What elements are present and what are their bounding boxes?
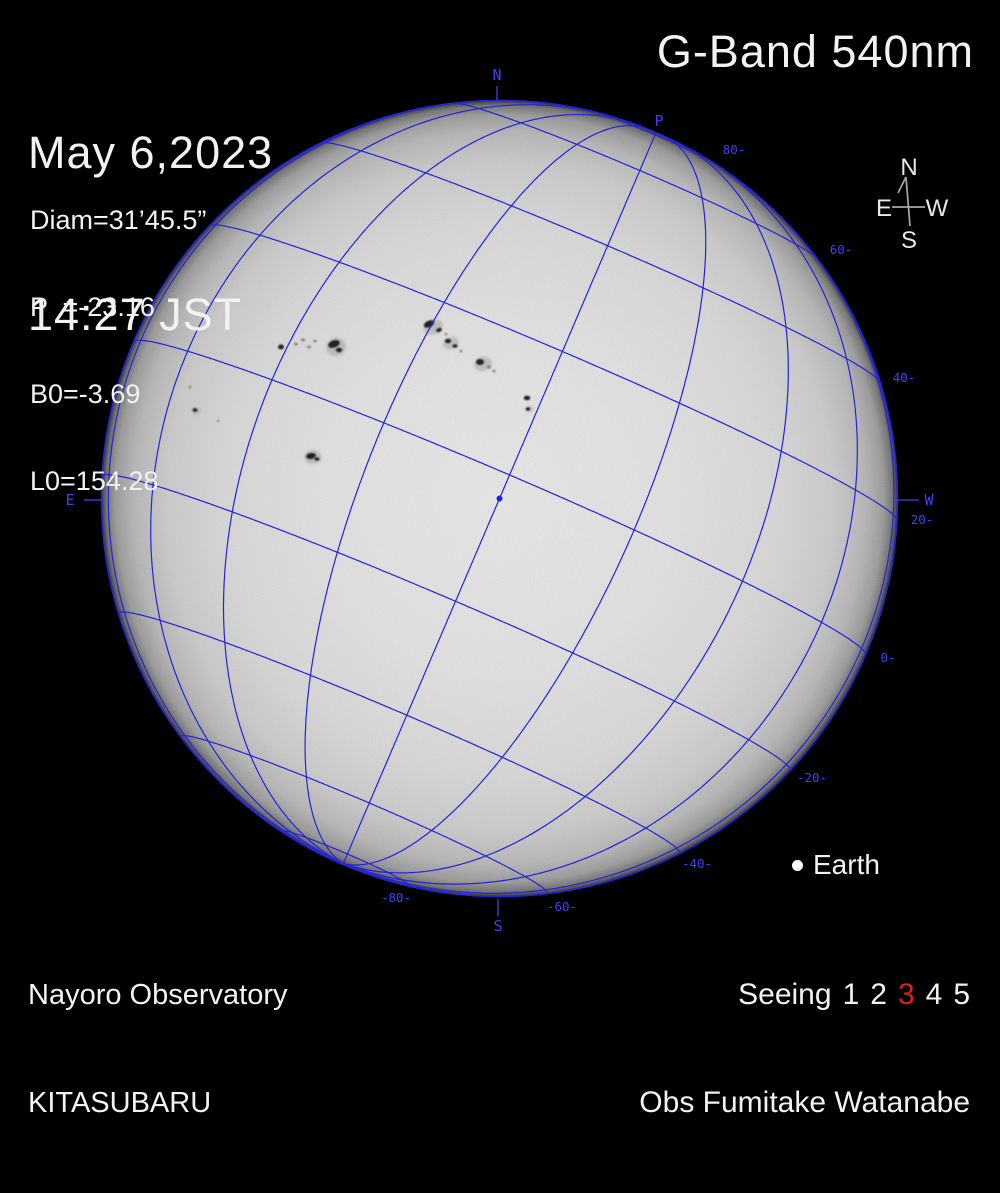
solar-disk-canvas: NSE WP 80-60-40-20-0--20--40--60--80- N E… [65, 66, 949, 935]
limb-marker-E: E [65, 491, 74, 509]
sunspot-umbra [328, 340, 340, 348]
limb-marker-W: W [924, 491, 934, 509]
sunspot-layer [188, 319, 534, 464]
sunspot-umbra [525, 407, 531, 411]
compass-south-label: S [901, 227, 917, 254]
sunspot-pore [188, 385, 192, 389]
sunspot-pore [307, 345, 311, 349]
sunspot-umbra [192, 408, 198, 412]
compass-east-label: E [876, 195, 892, 222]
earth-dot [792, 859, 803, 871]
seeing-value-5: 5 [953, 978, 970, 1011]
grid-longitude-line [150, 104, 611, 865]
earth-legend: Earth [792, 849, 880, 881]
date-time-block: May 6,2023 14:27 JST [28, 18, 273, 450]
sunspot-pore [492, 369, 496, 373]
sunspot-umbra [476, 359, 484, 365]
limb-circle [100, 99, 899, 898]
observer-block: Seeing 1 2 3 4 5 Obs Fumitake Watanabe [639, 905, 970, 1193]
observer-credit: Obs Fumitake Watanabe [639, 1086, 970, 1119]
sunspot-umbra [436, 327, 442, 333]
compass-needle-line [897, 176, 907, 194]
latitude-label: -40- [682, 856, 712, 871]
latitude-label: 60- [830, 242, 853, 257]
sunspot-umbra [278, 344, 284, 350]
b0-angle-value: B0=-3.69 [30, 379, 141, 409]
seeing-value-4: 4 [925, 978, 943, 1011]
limb-marker-P: P [654, 112, 663, 130]
grid-longitude-line [304, 125, 647, 865]
grid-longitude-line [107, 99, 517, 865]
observatory-block: Nayoro Observatory KITASUBARU [28, 905, 288, 1193]
grid-longitude-line [343, 136, 707, 866]
sunspot-pore [487, 365, 491, 369]
latitude-label: -80- [381, 890, 411, 905]
limb-marker-N: N [492, 66, 501, 84]
limb-marker-layer: NSE WP [65, 66, 934, 935]
sunspot-umbra [452, 344, 458, 348]
sunspot-umbra [306, 452, 316, 460]
sunspot-pore [459, 349, 463, 353]
telescope-name: KITASUBARU [28, 1087, 212, 1119]
seeing-value-2: 2 [870, 978, 887, 1011]
grid-longitude-line [343, 210, 895, 894]
latitude-label-layer: 80- 60- 40- 20- 0- -20- -40- -60- -80- [381, 142, 933, 914]
limb-marker-S: S [493, 917, 502, 935]
compass-needle [892, 176, 925, 227]
compass-north-label: N [900, 154, 917, 181]
grid-longitude-line [342, 132, 657, 864]
seeing-value-1: 1 [842, 978, 860, 1011]
sunspot-pore [300, 338, 306, 342]
grid-longitude-line [222, 113, 636, 865]
compass-rose: N E W S [876, 154, 949, 254]
disk-center-dot [496, 495, 503, 502]
sunspot-umbra [314, 457, 320, 461]
grid-longitude-line [343, 141, 789, 874]
sunspot-umbra [523, 395, 531, 401]
latitude-label: -20- [797, 770, 827, 785]
latitude-label: -60- [547, 899, 577, 914]
sunspot-pore [313, 339, 317, 343]
sunspot-pore [216, 419, 220, 423]
sunspot-umbra [335, 347, 343, 353]
latitude-label: 0- [880, 650, 895, 665]
diameter-value: Diam=31’45.5” [30, 205, 207, 235]
heliographic-grid [101, 99, 898, 895]
l0-angle-value: L0=154.28 [30, 466, 159, 496]
p-angle-value: P =-23.16 [30, 292, 155, 322]
observatory-name: Nayoro Observatory [28, 979, 288, 1011]
seeing-value-3: 3 [897, 978, 915, 1011]
band-title: G-Band 540nm [656, 26, 974, 77]
latitude-label: 20- [911, 512, 934, 527]
observation-date: May 6,2023 [28, 127, 274, 178]
grid-latitude-line [281, 830, 410, 887]
sunspot-umbra [444, 338, 452, 344]
sunspot-pore [444, 332, 448, 336]
latitude-label: 80- [723, 142, 746, 157]
earth-label: Earth [813, 849, 880, 880]
seeing-scale: Seeing 1 2 3 4 5 [639, 977, 970, 1013]
sunspot-pore [294, 342, 298, 346]
compass-needle-line [905, 176, 911, 227]
compass-west-label: W [926, 195, 949, 222]
ephemeris-block: Diam=31’45.5” P =-23.16 B0=-3.69 L0=154.… [30, 148, 206, 554]
grid-longitude-line [343, 153, 858, 885]
seeing-label: Seeing [738, 978, 832, 1011]
observation-time: 14:27 JST [28, 289, 243, 340]
latitude-label: 40- [893, 370, 916, 385]
